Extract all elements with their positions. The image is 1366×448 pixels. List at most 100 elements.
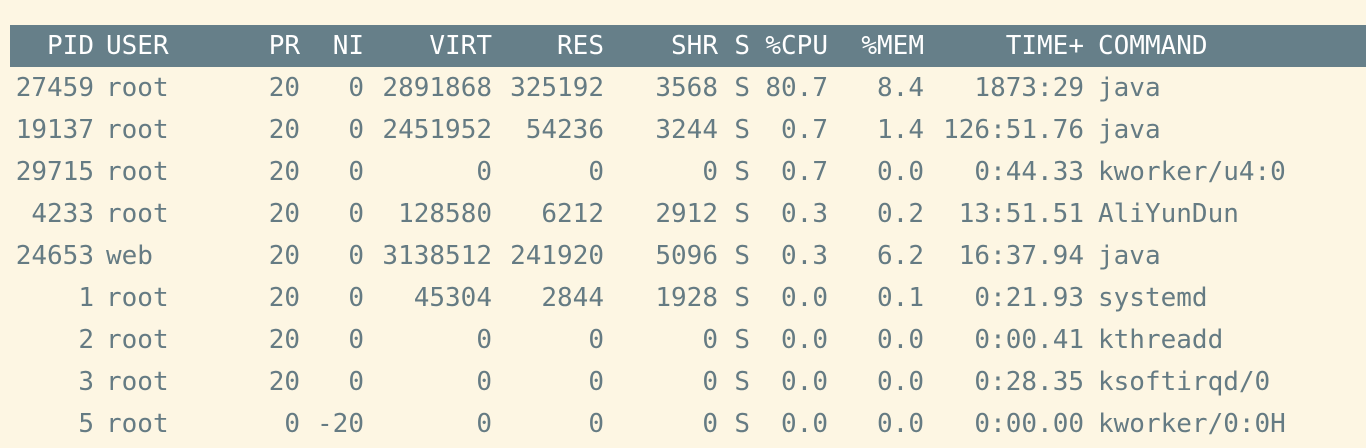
column-header-ni[interactable]: NI bbox=[332, 31, 364, 61]
cell-priority: 20 bbox=[268, 157, 300, 187]
cell-command: java bbox=[1098, 115, 1161, 145]
cell-res: 241920 bbox=[510, 241, 604, 271]
cell-nice: 0 bbox=[348, 199, 364, 229]
cell-res: 0 bbox=[588, 325, 604, 355]
cell-nice: 0 bbox=[348, 283, 364, 313]
cell-virt: 2891868 bbox=[382, 73, 492, 103]
table-row[interactable]: 1 root 20 0 45304 2844 1928 S 0.0 0.1 0:21.93 syste… bbox=[10, 277, 1366, 319]
cell-priority: 0 bbox=[284, 409, 300, 439]
cell-mem: 0.0 bbox=[877, 157, 924, 187]
cell-state: S bbox=[734, 115, 750, 145]
cell-mem: 0.2 bbox=[877, 199, 924, 229]
cell-command: AliYunDun bbox=[1098, 199, 1239, 229]
cell-user: root bbox=[106, 325, 169, 355]
column-header-res[interactable]: RES bbox=[557, 31, 604, 61]
column-header-cpu[interactable]: %CPU bbox=[765, 31, 828, 61]
cell-priority: 20 bbox=[268, 73, 300, 103]
cell-priority: 20 bbox=[268, 367, 300, 397]
cell-pid: 19137 bbox=[15, 115, 94, 145]
cell-priority: 20 bbox=[268, 199, 300, 229]
cell-shr: 1928 bbox=[655, 283, 718, 313]
cell-mem: 8.4 bbox=[877, 73, 924, 103]
cell-pid: 29715 bbox=[15, 157, 94, 187]
cell-priority: 20 bbox=[268, 241, 300, 271]
column-header-user[interactable]: USER bbox=[106, 31, 169, 61]
cell-virt: 0 bbox=[476, 367, 492, 397]
cell-virt: 128580 bbox=[398, 199, 492, 229]
column-header-shr[interactable]: SHR bbox=[671, 31, 718, 61]
cell-state: S bbox=[734, 157, 750, 187]
cell-shr: 2912 bbox=[655, 199, 718, 229]
cell-shr: 5096 bbox=[655, 241, 718, 271]
cell-nice: -20 bbox=[317, 409, 364, 439]
cell-nice: 0 bbox=[348, 241, 364, 271]
table-row[interactable]: 24653 web 20 0 3138512 241920 5096 S 0.3 6.2 16:37… bbox=[10, 235, 1366, 277]
cell-virt: 3138512 bbox=[382, 241, 492, 271]
table-row[interactable]: 19137 root 20 0 2451952 54236 3244 S 0.7 1.4 126:5… bbox=[10, 109, 1366, 151]
cell-time: 13:51.51 bbox=[958, 199, 1084, 229]
cell-command: kworker/0:0H bbox=[1098, 409, 1286, 439]
cell-state: S bbox=[734, 283, 750, 313]
cell-time: 0:00.00 bbox=[974, 409, 1084, 439]
cell-cpu: 0.7 bbox=[781, 157, 828, 187]
cell-cpu: 0.0 bbox=[781, 283, 828, 313]
cell-res: 0 bbox=[588, 157, 604, 187]
cell-res: 0 bbox=[588, 367, 604, 397]
cell-virt: 0 bbox=[476, 157, 492, 187]
column-header-virt[interactable]: VIRT bbox=[429, 31, 492, 61]
cell-command: java bbox=[1098, 241, 1161, 271]
cell-user: root bbox=[106, 367, 169, 397]
cell-command: systemd bbox=[1098, 283, 1208, 313]
cell-time: 0:44.33 bbox=[974, 157, 1084, 187]
cell-shr: 0 bbox=[702, 325, 718, 355]
cell-shr: 0 bbox=[702, 367, 718, 397]
cell-shr: 3244 bbox=[655, 115, 718, 145]
cell-command: java bbox=[1098, 73, 1161, 103]
cell-cpu: 0.3 bbox=[781, 241, 828, 271]
cell-state: S bbox=[734, 73, 750, 103]
cell-nice: 0 bbox=[348, 325, 364, 355]
cell-state: S bbox=[734, 409, 750, 439]
cell-command: ksoftirqd/0 bbox=[1098, 367, 1271, 397]
cell-mem: 1.4 bbox=[877, 115, 924, 145]
table-row[interactable]: 2 root 20 0 0 0 0 S 0.0 0.0 0:00.41 kthreadd bbox=[10, 319, 1366, 361]
cell-mem: 0.0 bbox=[877, 367, 924, 397]
cell-priority: 20 bbox=[268, 283, 300, 313]
table-row[interactable]: 4233 root 20 0 128580 6212 2912 S 0.3 0.2 13:51.51… bbox=[10, 193, 1366, 235]
table-header: PID USER PR NI VIRT RES SHR S %CPU %MEM … bbox=[10, 25, 1366, 67]
cell-res: 6212 bbox=[541, 199, 604, 229]
cell-nice: 0 bbox=[348, 73, 364, 103]
column-header-pr[interactable]: PR bbox=[268, 31, 300, 61]
cell-cpu: 0.0 bbox=[781, 409, 828, 439]
column-header-time[interactable]: TIME+ bbox=[1005, 31, 1084, 61]
cell-mem: 6.2 bbox=[877, 241, 924, 271]
cell-command: kworker/u4:0 bbox=[1098, 157, 1286, 187]
cell-user: root bbox=[106, 73, 169, 103]
column-header-mem[interactable]: %MEM bbox=[861, 31, 924, 61]
column-header-pid[interactable]: PID bbox=[47, 31, 94, 61]
cell-state: S bbox=[734, 367, 750, 397]
cell-user: root bbox=[106, 283, 169, 313]
cell-virt: 0 bbox=[476, 325, 492, 355]
cell-res: 2844 bbox=[541, 283, 604, 313]
cell-cpu: 80.7 bbox=[765, 73, 828, 103]
column-header-state[interactable]: S bbox=[734, 31, 750, 61]
cell-nice: 0 bbox=[348, 115, 364, 145]
cell-pid: 4233 bbox=[31, 199, 94, 229]
table-row[interactable]: 3 root 20 0 0 0 0 S 0.0 0.0 0:28.35 ksoftirqd/0 bbox=[10, 361, 1366, 403]
cell-state: S bbox=[734, 241, 750, 271]
cell-state: S bbox=[734, 199, 750, 229]
cell-virt: 0 bbox=[476, 409, 492, 439]
table-row[interactable]: 29715 root 20 0 0 0 0 S 0.7 0.0 0:44.33 kworker/u4:… bbox=[10, 151, 1366, 193]
cell-res: 0 bbox=[588, 409, 604, 439]
column-header-command[interactable]: COMMAND bbox=[1098, 31, 1208, 61]
cell-time: 0:00.41 bbox=[974, 325, 1084, 355]
cell-user: root bbox=[106, 409, 169, 439]
cell-pid: 2 bbox=[78, 325, 94, 355]
table-row[interactable]: 5 root 0 -20 0 0 0 S 0.0 0.0 0:00.00 kworker/0:0H bbox=[10, 403, 1366, 445]
cell-cpu: 0.0 bbox=[781, 325, 828, 355]
table-row[interactable]: 27459 root 20 0 2891868 325192 3568 S 80.7 8.4 187… bbox=[10, 67, 1366, 109]
cell-shr: 0 bbox=[702, 409, 718, 439]
cell-res: 325192 bbox=[510, 73, 604, 103]
cell-shr: 0 bbox=[702, 157, 718, 187]
